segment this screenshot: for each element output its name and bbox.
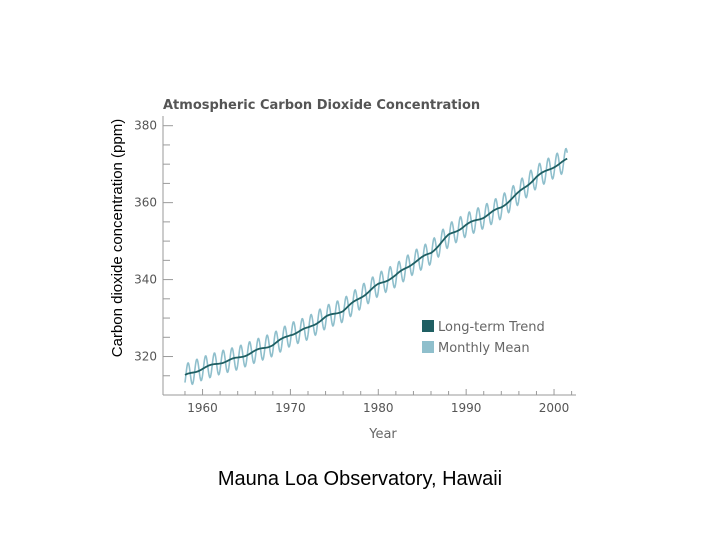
- series-long-term-trend: [184, 157, 568, 376]
- x-tick-label: 1980: [363, 401, 394, 415]
- y-axis-label: Carbon dioxide concentration (ppm): [109, 119, 126, 357]
- y-tick-label: 360: [134, 196, 157, 210]
- y-tick-label: 320: [134, 350, 157, 364]
- x-tick-label: 1960: [187, 401, 218, 415]
- legend-label-monthly: Monthly Mean: [438, 341, 530, 356]
- x-tick-labels: 1960 1970 1980 1990 2000: [187, 401, 569, 415]
- y-tick-label: 340: [134, 273, 157, 287]
- legend-swatch-monthly: [422, 341, 434, 353]
- axes: [162, 116, 576, 396]
- legend: Long-term Trend Monthly Mean: [422, 320, 545, 356]
- y-tick-label: 380: [134, 119, 157, 133]
- x-tick-label: 2000: [539, 401, 570, 415]
- legend-label-trend: Long-term Trend: [438, 320, 545, 335]
- series-monthly-mean: [184, 147, 568, 386]
- caption: Mauna Loa Observatory, Hawaii: [217, 468, 503, 490]
- x-axis-label: Year: [368, 427, 397, 442]
- legend-swatch-trend: [422, 320, 434, 332]
- y-tick-labels: 320 340 360 380: [134, 119, 157, 364]
- x-tick-label: 1990: [451, 401, 482, 415]
- x-tick-label: 1970: [275, 401, 306, 415]
- chart-title: Atmospheric Carbon Dioxide Concentration: [163, 98, 480, 113]
- series-layer: [184, 147, 568, 386]
